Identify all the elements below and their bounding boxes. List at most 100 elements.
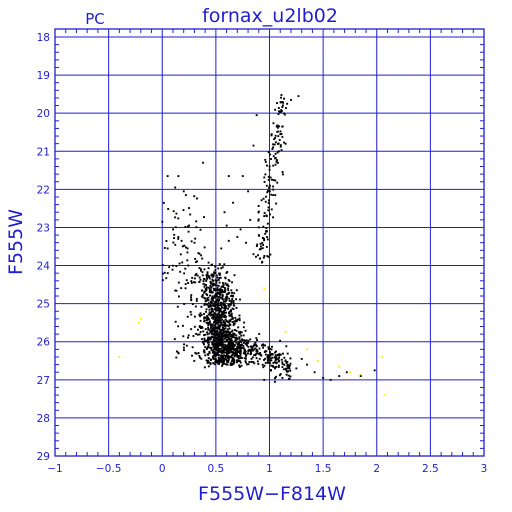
star-point [218, 342, 221, 345]
star-point [274, 152, 277, 155]
star-point [278, 354, 281, 357]
star-point [185, 344, 188, 347]
star-point [202, 342, 205, 344]
star-point [167, 208, 170, 210]
star-point [184, 283, 187, 286]
star-point [208, 332, 211, 335]
star-point [172, 210, 175, 213]
star-point [329, 378, 332, 381]
star-point [226, 330, 229, 333]
star-point [212, 315, 215, 318]
star-point [217, 318, 220, 321]
star-point [213, 308, 216, 311]
star-point [232, 299, 235, 302]
star-point [226, 347, 229, 350]
star-point [230, 315, 233, 318]
star-point [223, 337, 226, 340]
star-point [269, 369, 272, 372]
star-point [228, 352, 231, 354]
star-point [228, 314, 231, 317]
star-point [177, 236, 180, 238]
star-point [233, 353, 236, 356]
star-point [270, 178, 273, 181]
star-point [223, 328, 226, 330]
star-point [222, 298, 225, 301]
y-tick-label: 24 [37, 261, 51, 273]
star-point [195, 220, 198, 223]
star-point [218, 336, 221, 339]
star-point [281, 106, 284, 108]
star-point [218, 291, 220, 294]
star-point [227, 239, 230, 242]
star-point [229, 362, 232, 365]
star-point [207, 296, 210, 299]
star-point [223, 211, 226, 214]
star-point [196, 274, 199, 277]
star-point [288, 367, 291, 370]
star-point [236, 318, 239, 321]
star-point [211, 330, 214, 333]
star-point [266, 191, 269, 194]
star-point [255, 350, 258, 353]
star-point [221, 306, 224, 309]
star-point [221, 313, 224, 316]
star-point [274, 367, 276, 370]
star-point [266, 359, 269, 362]
yellow-star-point [263, 287, 266, 290]
star-point [213, 351, 216, 354]
star-point [206, 274, 209, 277]
star-point [244, 350, 247, 353]
star-point [221, 352, 224, 355]
star-point [222, 362, 225, 365]
star-point [175, 212, 178, 215]
star-point [194, 305, 197, 308]
y-tick-label: 28 [37, 413, 50, 425]
star-point [221, 295, 224, 298]
star-point [267, 357, 270, 360]
star-point [231, 298, 234, 300]
star-point [260, 354, 263, 357]
star-point [277, 135, 280, 138]
star-point [257, 219, 260, 222]
star-point [231, 357, 234, 360]
star-point [207, 357, 210, 360]
star-point [240, 334, 243, 337]
star-point [254, 347, 257, 350]
star-point [237, 351, 240, 354]
star-point [227, 285, 230, 288]
star-point [262, 225, 265, 228]
star-point [282, 352, 284, 355]
star-point [267, 175, 270, 178]
star-point [276, 181, 279, 184]
star-point [289, 375, 292, 378]
star-point [257, 363, 260, 365]
star-point [255, 357, 258, 360]
star-point [238, 341, 240, 344]
star-point [261, 260, 264, 263]
star-point [219, 341, 222, 344]
star-point [190, 313, 193, 316]
star-point [210, 325, 213, 328]
star-point [203, 316, 206, 319]
star-point [227, 337, 230, 339]
star-point [186, 247, 189, 250]
star-point [215, 319, 218, 322]
star-point [231, 345, 234, 348]
star-point [210, 304, 213, 307]
star-point [215, 322, 218, 325]
star-point [188, 224, 191, 227]
star-point [202, 282, 205, 285]
star-point [217, 338, 220, 341]
star-point [163, 271, 166, 274]
star-point [245, 339, 248, 342]
star-point [233, 333, 236, 336]
star-point [218, 357, 221, 360]
star-point [221, 360, 224, 363]
star-point [236, 349, 239, 352]
star-point [281, 104, 284, 107]
star-point [233, 322, 236, 325]
star-point [203, 278, 206, 281]
star-point [234, 340, 237, 343]
star-point [210, 313, 213, 316]
star-point [213, 271, 216, 274]
